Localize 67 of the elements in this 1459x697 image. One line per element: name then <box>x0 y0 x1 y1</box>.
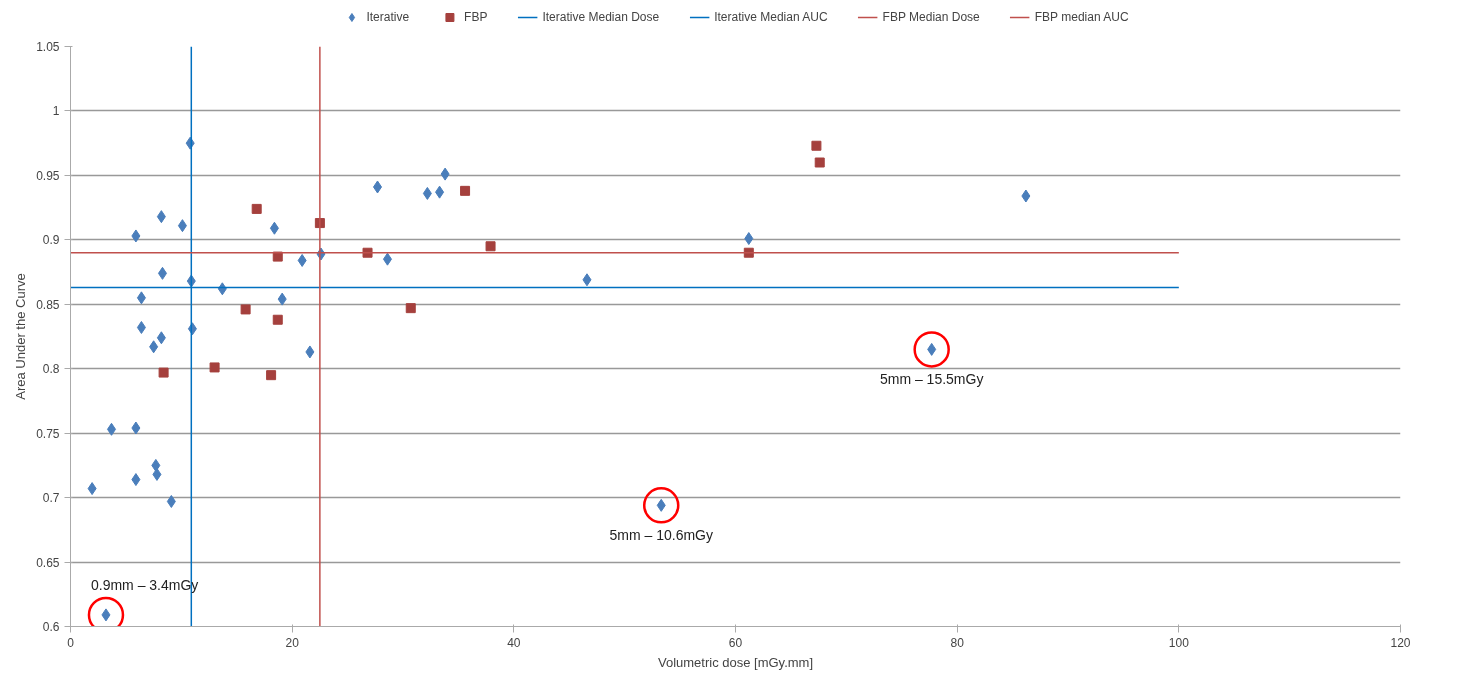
x-axis-title: Volumetric dose [mGy.mm] <box>657 654 814 670</box>
point <box>362 247 373 258</box>
point <box>149 340 159 354</box>
point <box>151 458 161 472</box>
point <box>811 140 822 151</box>
point <box>305 345 315 359</box>
legend-label: FBP <box>464 10 488 24</box>
point <box>107 422 117 436</box>
y-axis-title: Area Under the Curve <box>13 273 29 400</box>
point <box>277 292 287 306</box>
point <box>373 180 383 194</box>
point <box>266 370 277 381</box>
y-tick-label: 1 <box>52 104 60 119</box>
point <box>297 253 307 267</box>
point <box>209 362 220 373</box>
point <box>582 273 592 287</box>
annotation: 5mm – 10.6mGy <box>609 527 713 544</box>
point <box>156 331 166 345</box>
point <box>166 494 176 508</box>
point <box>251 203 262 214</box>
point <box>382 252 392 266</box>
point <box>136 291 146 305</box>
y-tick-label: 0.65 <box>36 555 60 570</box>
point <box>440 167 450 181</box>
point <box>157 266 167 280</box>
y-tick-label: 0.75 <box>36 426 60 441</box>
y-tick-label: 0.7 <box>42 491 60 506</box>
x-tick-label: 0 <box>67 635 75 650</box>
x-tick-label: 120 <box>1390 635 1411 650</box>
legend-label: Iterative Median AUC <box>714 10 828 24</box>
x-tick-label: 20 <box>285 635 300 650</box>
legend-label: FBP median AUC <box>1034 10 1129 24</box>
point <box>152 467 162 481</box>
point <box>177 219 187 233</box>
point <box>240 304 251 315</box>
annotation: 5mm – 15.5mGy <box>879 371 984 388</box>
point <box>435 185 445 199</box>
point <box>405 303 416 314</box>
point <box>87 482 97 496</box>
y-tick-label: 0.9 <box>42 233 60 248</box>
point <box>743 247 754 258</box>
point <box>156 210 166 224</box>
point <box>460 185 471 196</box>
point <box>269 221 279 235</box>
y-tick-label: 0.85 <box>36 297 60 312</box>
x-tick-label: 100 <box>1168 635 1190 650</box>
point <box>814 157 825 168</box>
x-tick-label: 60 <box>728 635 743 650</box>
point <box>136 320 146 334</box>
legend-label: Iterative <box>366 10 410 24</box>
point <box>272 314 283 325</box>
point <box>131 421 141 435</box>
point <box>422 186 432 200</box>
point <box>744 232 754 246</box>
point <box>131 473 141 487</box>
x-tick-label: 40 <box>507 635 521 650</box>
point <box>158 367 169 378</box>
y-tick-label: 0.8 <box>42 362 60 377</box>
legend-label: Iterative Median Dose <box>542 10 660 24</box>
y-tick-label: 1.05 <box>36 40 60 54</box>
point <box>1021 189 1031 203</box>
point <box>485 241 496 252</box>
x-tick-label: 80 <box>950 635 965 650</box>
legend-label: FBP Median Dose <box>882 10 980 24</box>
y-tick-label: 0.6 <box>42 620 60 634</box>
point <box>131 229 141 243</box>
y-tick-label: 0.95 <box>36 168 60 183</box>
